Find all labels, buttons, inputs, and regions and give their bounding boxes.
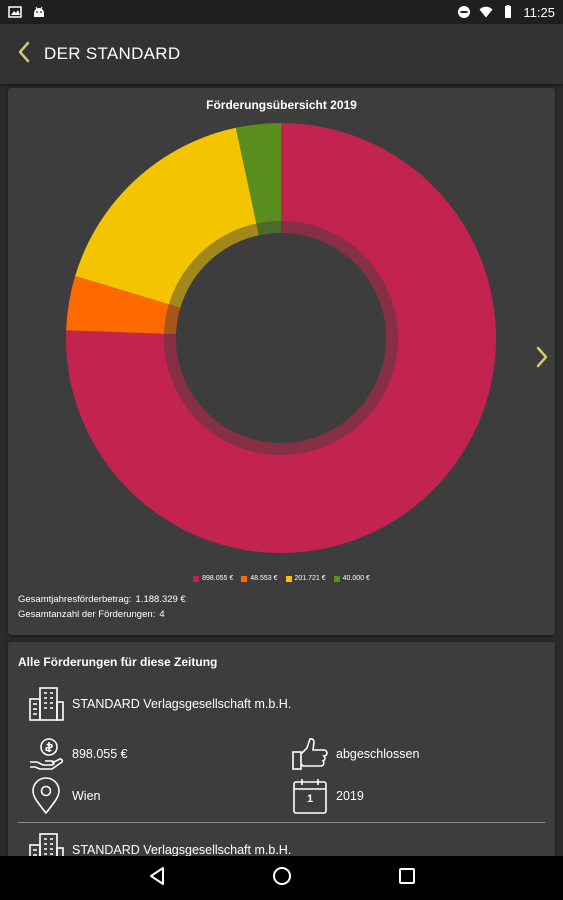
status-row: abgeschlossen [290, 734, 419, 774]
count-value: 4 [159, 609, 165, 620]
calendar-day: 1 [306, 793, 314, 805]
triangle-back-icon [148, 866, 166, 891]
donut-inner-ring-1 [164, 304, 181, 335]
legend-item: 898.055 € [193, 575, 233, 582]
location-pin-icon [26, 776, 66, 816]
count-row: Gesamtanzahl der Förderungen: 4 [18, 607, 186, 622]
money-hand-icon [26, 734, 66, 774]
donut-slice-3[interactable] [235, 123, 281, 224]
donut-hole [176, 233, 386, 443]
location-row: Wien [26, 776, 100, 816]
legend-item: 40.000 € [333, 575, 370, 582]
legend-label: 898.055 € [202, 575, 234, 582]
square-recents-icon [398, 867, 416, 890]
total-amount-label: Gesamtjahresförderbetrag: [18, 594, 132, 605]
legend-swatch [333, 575, 340, 582]
donut-inner-ring-0 [164, 221, 398, 455]
status-value: abgeschlossen [336, 747, 420, 761]
donut-inner-ring-3 [256, 221, 282, 236]
list-header: Alle Förderungen für diese Zeitung [18, 655, 218, 669]
chart-legend: 898.055 € 48.553 € 201.721 € 40.000 € [8, 575, 555, 582]
circle-home-icon [272, 866, 292, 891]
location-value: Wien [72, 789, 101, 803]
nav-back-button[interactable] [142, 863, 172, 893]
chart-summary: Gesamtjahresförderbetrag: 1.188.329 € Ges… [18, 592, 186, 622]
app-bar: DER STANDARD [0, 24, 563, 84]
battery-icon [501, 5, 515, 19]
back-button[interactable] [6, 34, 42, 74]
company-name: STANDARD Verlagsgesellschaft m.b.H. [72, 697, 292, 711]
calendar-icon: 1 [290, 776, 330, 816]
company-row[interactable]: STANDARD Verlagsgesellschaft m.b.H. [26, 684, 291, 724]
donut-inner-ring-2 [168, 223, 260, 308]
next-chart-button[interactable] [530, 344, 554, 374]
legend-label: 201.721 € [294, 575, 326, 582]
chart-title: Förderungsübersicht 2019 [206, 98, 357, 112]
image-notification-icon [8, 5, 22, 19]
donut-slice-2[interactable] [75, 127, 257, 305]
legend-swatch [241, 575, 248, 582]
android-notification-icon [32, 5, 46, 19]
nav-recents-button[interactable] [392, 863, 422, 893]
year-row: 1 2019 [290, 776, 364, 816]
company-name: STANDARD Verlagsgesellschaft m.b.H. [72, 843, 292, 857]
list-divider [18, 822, 545, 823]
clock: 11:25 [523, 4, 555, 20]
legend-item: 201.721 € [285, 575, 326, 582]
building-icon [26, 684, 66, 724]
legend-label: 40.000 € [342, 575, 370, 582]
chart-card: Förderungsübersicht 2019 898.055 € 48.55… [8, 88, 555, 635]
donut-chart [66, 123, 497, 553]
system-nav-bar [0, 856, 563, 900]
nav-home-button[interactable] [267, 863, 297, 893]
do-not-disturb-icon [457, 5, 471, 19]
status-bar: 11:25 [0, 0, 563, 24]
legend-label: 48.553 € [250, 575, 278, 582]
amount-row: 898.055 € [26, 734, 128, 774]
legend-swatch [285, 575, 292, 582]
donut-slice-0[interactable] [66, 123, 497, 553]
funding-list-card: Alle Förderungen für diese Zeitung STAND… [8, 642, 555, 872]
total-amount-row: Gesamtjahresförderbetrag: 1.188.329 € [18, 592, 186, 607]
legend-swatch [193, 575, 200, 582]
amount-value: 898.055 € [72, 747, 128, 761]
thumbs-up-icon [290, 734, 330, 774]
count-label: Gesamtanzahl der Förderungen: [18, 609, 156, 620]
year-value: 2019 [336, 789, 364, 803]
legend-item: 48.553 € [241, 575, 278, 582]
total-amount-value: 1.188.329 € [135, 594, 186, 605]
chevron-left-icon [17, 41, 31, 68]
donut-slice-1[interactable] [66, 275, 169, 334]
wifi-icon [479, 5, 493, 19]
chevron-right-icon [536, 346, 548, 373]
page-title: DER STANDARD [44, 44, 181, 63]
